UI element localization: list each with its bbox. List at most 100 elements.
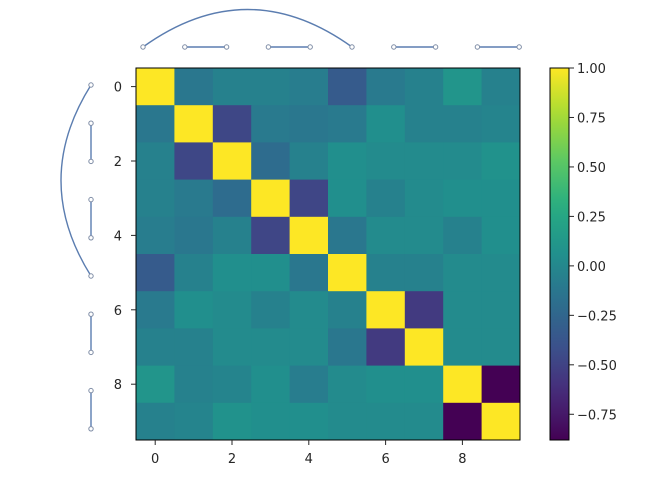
heatmap-cell xyxy=(251,142,291,181)
heatmap-cell xyxy=(328,216,367,255)
heatmap-cell xyxy=(443,402,483,441)
heatmap-cell xyxy=(481,216,521,255)
heatmap-cell xyxy=(174,216,214,255)
heatmap-cell xyxy=(481,179,521,218)
heatmap-cell xyxy=(174,254,214,292)
heatmap-cell xyxy=(136,402,175,441)
heatmap-cell xyxy=(404,216,444,255)
colorbar-tick-label: 0.00 xyxy=(577,260,606,275)
heatmap-cell xyxy=(443,179,483,218)
heatmap-cell xyxy=(366,179,406,218)
heatmap-cell xyxy=(174,142,214,181)
heatmap-cell xyxy=(251,365,291,404)
heatmap-cell xyxy=(212,142,252,181)
left-link-node xyxy=(88,196,94,203)
colorbar-tick-label: −0.75 xyxy=(577,408,617,423)
top-link-arc xyxy=(142,8,353,48)
heatmap-cell xyxy=(174,68,214,106)
heatmap-cell xyxy=(481,365,521,404)
heatmap-cell xyxy=(174,291,214,329)
heatmap-cell xyxy=(212,216,252,255)
heatmap-cell xyxy=(251,68,291,106)
heatmap-cell xyxy=(212,105,252,143)
heatmap-cell xyxy=(404,328,444,367)
heatmap-cell xyxy=(136,328,175,367)
heatmap-frame xyxy=(135,67,521,441)
colorbar-tick-label: 0.50 xyxy=(577,161,606,176)
top-link-node xyxy=(307,44,313,50)
colorbar-frame xyxy=(549,67,570,441)
heatmap-cell xyxy=(366,291,406,329)
left-link-node xyxy=(88,273,94,279)
y-tick-label: 4 xyxy=(114,229,122,244)
heatmap-cell xyxy=(212,254,252,292)
heatmap-cell xyxy=(404,142,444,181)
x-tick-label: 6 xyxy=(381,452,389,467)
heatmap-cells xyxy=(136,68,521,441)
heatmap-cell xyxy=(251,328,291,367)
heatmap-cell xyxy=(366,105,406,143)
heatmap-cell xyxy=(328,254,367,292)
heatmap-cell xyxy=(443,68,483,106)
heatmap-cell xyxy=(289,254,329,292)
top-link-node xyxy=(391,44,397,50)
heatmap-cell xyxy=(481,254,521,292)
heatmap-cell xyxy=(212,179,252,218)
left-link-node xyxy=(88,426,94,432)
heatmap-cell xyxy=(404,254,444,292)
heatmap-cell xyxy=(136,142,175,181)
heatmap-cell xyxy=(366,402,406,441)
heatmap-cell xyxy=(174,328,214,367)
heatmap-cell xyxy=(212,68,252,106)
heatmap-cell xyxy=(328,291,367,329)
top-link-node xyxy=(432,44,439,50)
colorbar-tick-label: −0.50 xyxy=(577,359,617,374)
heatmap-cell xyxy=(366,216,406,255)
heatmap-cell xyxy=(251,179,291,218)
heatmap-cell xyxy=(443,291,483,329)
heatmap-cell xyxy=(404,105,444,143)
colorbar-tick-label: 1.00 xyxy=(577,62,606,77)
top-link-node xyxy=(223,44,230,50)
colorbar-tick-label: −0.25 xyxy=(577,309,617,324)
x-axis-ticks: 0 2 4 6 8 xyxy=(151,440,467,467)
heatmap-cell xyxy=(481,328,521,367)
y-tick-label: 8 xyxy=(114,378,122,393)
x-tick-label: 2 xyxy=(228,452,236,467)
top-dendrogram-links xyxy=(140,8,522,50)
heatmap-cell xyxy=(443,105,483,143)
heatmap-cell xyxy=(212,291,252,329)
left-link-node xyxy=(88,120,94,126)
left-dendrogram-links xyxy=(60,82,94,432)
heatmap-cell xyxy=(328,402,367,441)
heatmap-cell xyxy=(481,68,521,106)
heatmap-cell xyxy=(136,291,175,329)
x-tick-label: 8 xyxy=(458,452,466,467)
heatmap-cell xyxy=(251,105,291,143)
heatmap-cell xyxy=(136,254,175,292)
heatmap-cell xyxy=(328,105,367,143)
heatmap-cell xyxy=(366,142,406,181)
heatmap-cell xyxy=(212,402,252,441)
y-axis-ticks: 0 2 4 6 8 xyxy=(114,81,136,393)
left-link-node xyxy=(88,311,94,317)
left-link-arc xyxy=(60,84,92,277)
y-tick-label: 6 xyxy=(114,304,122,319)
heatmap-cell xyxy=(136,216,175,255)
left-link-node xyxy=(88,235,94,241)
heatmap-cell xyxy=(481,142,521,181)
heatmap-cell xyxy=(174,402,214,441)
heatmap-cell xyxy=(443,328,483,367)
heatmap-cell xyxy=(443,142,483,181)
heatmap-cell xyxy=(404,291,444,329)
heatmap-cell xyxy=(328,68,367,106)
heatmap-cell xyxy=(289,142,329,181)
top-link-node xyxy=(349,44,355,50)
heatmap-cell xyxy=(328,179,367,218)
heatmap-cell xyxy=(366,328,406,367)
heatmap-cell xyxy=(366,365,406,404)
x-tick-label: 0 xyxy=(151,452,159,467)
y-tick-label: 0 xyxy=(114,81,122,96)
heatmap-cell xyxy=(404,68,444,106)
colorbar-gradient xyxy=(550,68,569,440)
